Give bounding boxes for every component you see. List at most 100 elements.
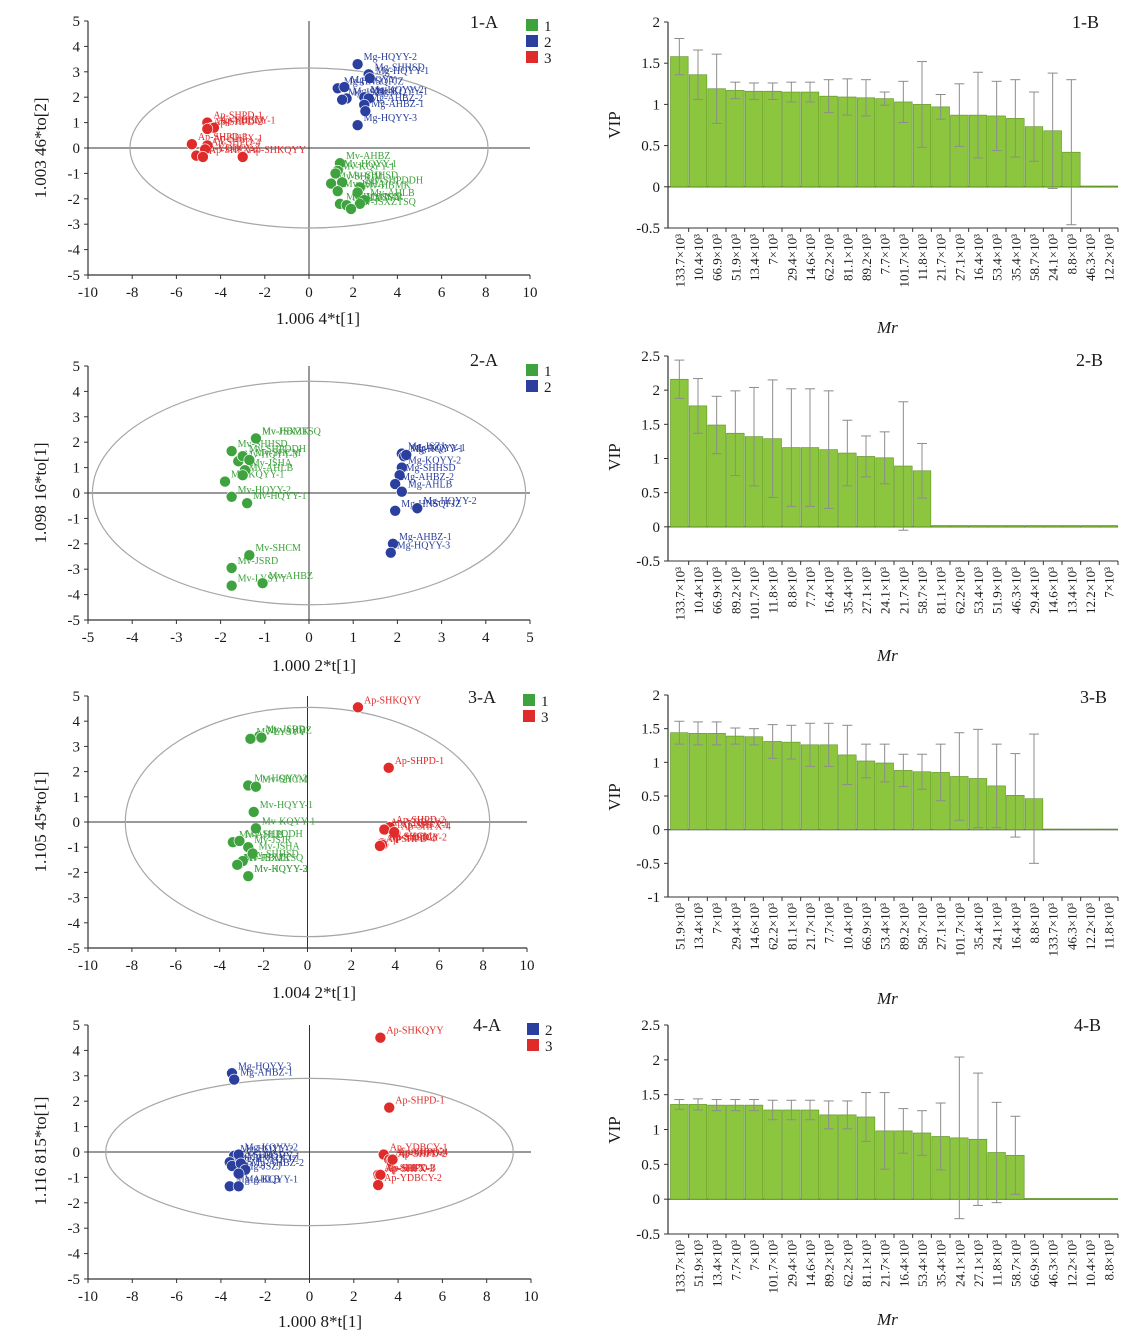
point-label: Mv-JSXZTSQ [262, 426, 322, 437]
x-tick-label: 10.4×10³ [691, 567, 706, 614]
point-label: Mv-JSHA [251, 458, 293, 469]
panel-title-4B: 4-B [1074, 1015, 1101, 1035]
x-tick-label: 66.9×10³ [710, 567, 725, 614]
data-point [250, 432, 262, 445]
x-tick-label: 51.9×10³ [990, 567, 1005, 614]
x-tick-label: 81.1×10³ [859, 1240, 874, 1287]
point-label: Mg-KQYY-1 [375, 86, 428, 97]
point-label: Mg-AHLB [236, 1174, 281, 1185]
point-label: Mv-JSXZTSQ [357, 197, 417, 208]
x-tick-label: 10.4×10³ [840, 903, 855, 950]
y-tick-label: 2 [73, 765, 81, 781]
point-label: Ap-SHFX-1 [400, 820, 449, 831]
x-tick-label: -6 [170, 958, 183, 974]
point-label: Mv-SHHSD [249, 849, 299, 860]
x-tick-label: 101.7×10³ [896, 234, 911, 288]
xaxis-label-2B: Mr [876, 646, 898, 665]
y-tick-label: 0.5 [641, 789, 660, 805]
y-tick-label: 3 [73, 65, 81, 81]
point-label: Mv-HQYY-2 [238, 485, 291, 496]
x-tick-label: 53.4×10³ [971, 567, 986, 614]
x-tick-label: 24.1×10³ [990, 903, 1005, 950]
legend-swatch-2 [526, 380, 538, 392]
x-tick-label: 51.9×10³ [728, 234, 743, 281]
point-label: Mg-HQYY-2 [240, 1144, 293, 1155]
point-label: Mv-KQYY-1 [342, 161, 395, 172]
x-tick-label: 10 [523, 285, 538, 301]
point-label: Ap-SHPD-3 [388, 833, 437, 844]
vip-bar [1062, 828, 1081, 830]
legend-label-3: 3 [545, 1039, 553, 1055]
point-label: Mg-HQYY-1 [247, 1151, 300, 1162]
x-tick-label: 6 [438, 285, 446, 301]
legend-swatch-3 [523, 710, 535, 722]
data-point [225, 491, 238, 503]
vip-bar [1099, 525, 1118, 528]
x-tick-label: 0 [305, 630, 313, 646]
point-label: Mg-HQYY-2 [364, 52, 417, 63]
y-tick-label: 2 [653, 383, 661, 399]
y-tick-label: 0.5 [641, 1157, 660, 1173]
y-tick-label: 1 [653, 452, 661, 468]
point-label: Ap-SHFX-4 [209, 145, 258, 156]
vip-bar [931, 525, 950, 528]
vip-bar [688, 733, 708, 830]
x-tick-label: 14.6×10³ [803, 234, 818, 281]
point-label: Mv-HQYY-3 [244, 449, 297, 460]
data-point [236, 469, 249, 482]
y-tick-label: 3 [73, 1069, 81, 1085]
point-label: Mg-HNSQFJZ [344, 76, 404, 87]
x-tick-label: -4 [213, 958, 226, 974]
point-label: Mv-SHHSD [348, 170, 398, 181]
y-tick-label: -0.5 [636, 221, 660, 237]
x-tick-label: 7×10³ [766, 234, 781, 265]
vip-bar [688, 1104, 708, 1200]
vip-bar [1080, 828, 1100, 830]
point-label: Ap-SHPD-1 [395, 756, 444, 767]
data-point [351, 58, 364, 70]
y-tick-label: 1 [653, 755, 661, 771]
point-label: Mv-KQYY-1 [262, 816, 315, 827]
xaxis-label-3A: 1.004 2*t[1] [272, 983, 356, 1002]
x-tick-label: 6 [439, 1289, 447, 1305]
x-tick-label: 8.8×10³ [1064, 234, 1079, 275]
y-tick-label: 2 [653, 1053, 661, 1069]
point-label: Ap-SHPD-1 [213, 111, 262, 122]
point-label: Mg-AHBZ-2 [251, 1158, 304, 1169]
scatter-panel-1-A: -10 -8 -6 -4 -2 0 2 4 6 8 10543210-1-2-3-4-5123Mg-… [68, 14, 552, 301]
data-point [246, 847, 259, 860]
point-label: Mv-SHPDDH [245, 829, 302, 840]
data-point [351, 119, 364, 131]
bar-panel-4-B: 2.5 2 1.5 1 0.5 0 -0.5 133.7×10³ 51.9×10³ 13.4×10… [636, 1018, 1119, 1293]
point-label: Mg-KQYY-1 [412, 443, 465, 454]
scatter-panel-4-A: -10 -8 -6 -4 -2 0 2 4 6 8 10543210-1-2-3-4-523Mg-H… [68, 1018, 553, 1305]
data-point [186, 138, 198, 150]
y-tick-label: -2 [68, 192, 81, 208]
vip-bar [1043, 525, 1062, 528]
x-tick-label: 12.2×10³ [1083, 567, 1098, 614]
y-tick-label: 2 [73, 435, 81, 451]
data-point [338, 81, 351, 93]
x-tick-label: -4 [126, 630, 139, 646]
data-point [372, 1179, 384, 1191]
point-label: Mg-HQYY-3 [397, 541, 450, 552]
point-label: Mv-JSJR [254, 835, 292, 846]
point-label: Mg-SHHSD [406, 463, 456, 474]
x-tick-label: -8 [126, 958, 139, 974]
x-tick-label: 13.4×10³ [1064, 567, 1079, 614]
data-point [233, 835, 246, 847]
y-tick-label: -4 [68, 1247, 81, 1263]
x-tick-label: 35.4×10³ [1008, 234, 1023, 281]
y-tick-label: 1 [653, 1123, 661, 1139]
point-label: Mv-JSXZTSQ [244, 853, 304, 864]
y-tick-label: -3 [68, 1221, 81, 1237]
x-tick-label: 2 [349, 285, 357, 301]
x-tick-label: 51.9×10³ [691, 1240, 706, 1287]
y-tick-label: 0 [653, 520, 661, 536]
y-tick-label: -5 [68, 268, 81, 284]
data-point [359, 105, 372, 117]
data-point [236, 151, 249, 163]
y-tick-label: -0.5 [636, 856, 660, 872]
x-tick-label: 29.4×10³ [728, 903, 743, 950]
